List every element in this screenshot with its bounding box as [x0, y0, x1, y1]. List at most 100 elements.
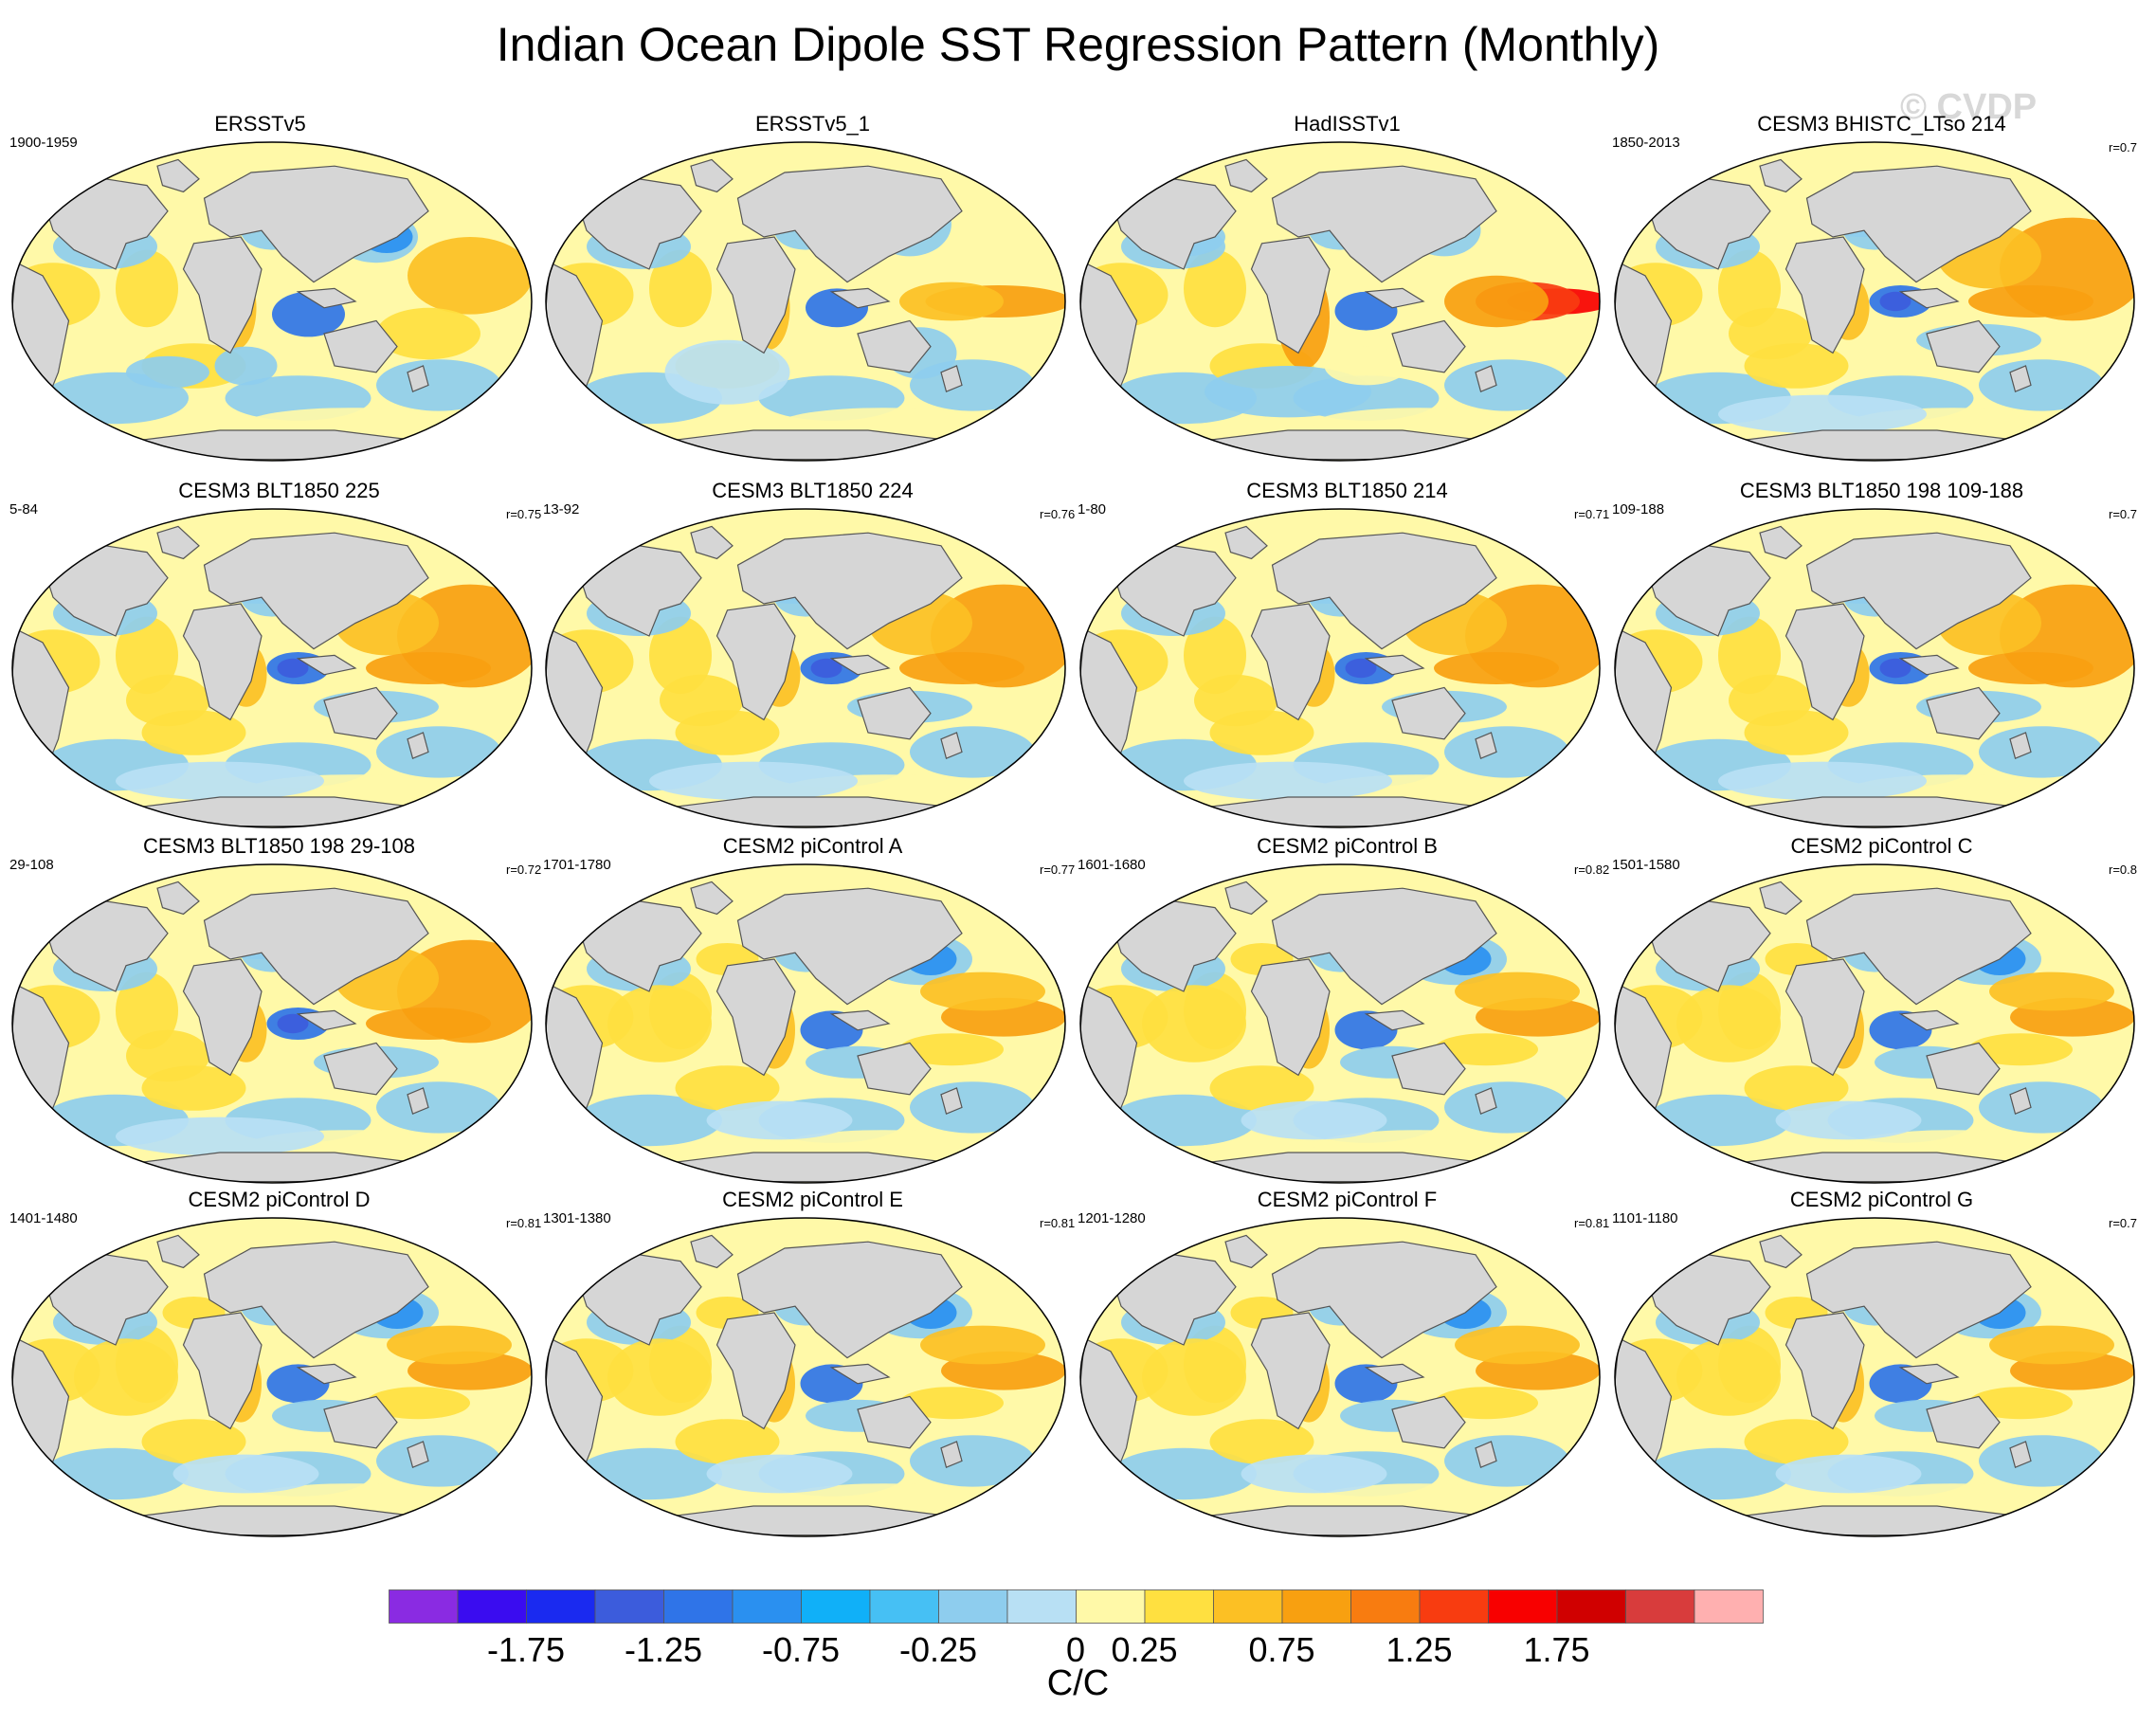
map-panel: CESM2 piControl F 1201-1280 r=0.81 [1078, 1188, 1615, 1540]
sst-map [11, 1217, 533, 1537]
colorbar-swatch [389, 1589, 459, 1624]
colorbar-tick-label: -0.75 [761, 1630, 841, 1669]
sst-map [545, 1217, 1066, 1537]
colorbar-swatch [1281, 1589, 1351, 1624]
panel-period: 1101-1180 [1612, 1210, 1678, 1226]
colorbar-swatch [1419, 1589, 1489, 1624]
panel-title: HadISSTv1 [1294, 112, 1401, 136]
colorbar-swatch [869, 1589, 939, 1624]
map-panel: CESM3 BHISTC_LTso 214 1850-2013 r=0.7 [1612, 112, 2149, 464]
sst-map [1614, 508, 2135, 828]
panel-correlation: r=0.71 [1574, 507, 1610, 521]
sst-map [545, 141, 1066, 462]
colorbar [389, 1589, 1764, 1624]
panel-correlation: r=0.8 [2109, 862, 2137, 877]
panel-title: CESM3 BLT1850 214 [1246, 479, 1448, 502]
panel-title: CESM2 piControl D [188, 1188, 371, 1211]
panel-title: CESM2 piControl B [1257, 834, 1438, 858]
sst-map [1614, 141, 2135, 462]
colorbar-swatch [1076, 1589, 1146, 1624]
panel-title: ERSSTv5_1 [754, 112, 871, 136]
panel-title: CESM3 BLT1850 224 [712, 479, 914, 502]
colorbar-tick-label: 0.75 [1248, 1630, 1315, 1669]
panel-period: 5-84 [9, 501, 39, 518]
panel-period: 1900-1959 [9, 135, 78, 151]
sst-map [545, 863, 1066, 1184]
panel-period: 29-108 [9, 857, 54, 873]
colorbar-tick-label: -1.75 [486, 1630, 566, 1669]
panel-title: ERSSTv5 [214, 112, 306, 136]
panel-title: CESM3 BHISTC_LTso 214 [1757, 112, 2006, 136]
colorbar-swatch [732, 1589, 802, 1624]
panel-title: CESM3 BLT1850 198 29-108 [143, 834, 415, 858]
map-panel: CESM3 BLT1850 214 1-80 r=0.71 [1078, 479, 1615, 831]
panel-period: 1301-1380 [543, 1210, 611, 1226]
panel-title: CESM2 piControl G [1789, 1188, 1974, 1211]
panel-period: 1601-1680 [1078, 857, 1146, 873]
sst-map [1614, 1217, 2135, 1537]
colorbar-swatch [1213, 1589, 1283, 1624]
panel-title: CESM2 piControl C [1790, 834, 1973, 858]
panel-period: 1850-2013 [1612, 135, 1680, 151]
map-panel: CESM3 BLT1850 198 29-108 29-108 r=0.72 [9, 834, 547, 1187]
map-panel: CESM2 piControl G 1101-1180 r=0.7 [1612, 1188, 2149, 1540]
colorbar-tick-label: 1.25 [1386, 1630, 1453, 1669]
panel-correlation: r=0.81 [1040, 1216, 1076, 1230]
map-panel: CESM3 BLT1850 224 13-92 r=0.76 [543, 479, 1080, 831]
map-panel: CESM3 BLT1850 225 5-84 r=0.75 [9, 479, 547, 831]
map-panel: HadISSTv1 [1079, 112, 1615, 464]
colorbar-tick-label: -0.25 [898, 1630, 978, 1669]
sst-map [11, 141, 533, 462]
colorbar-tick-label: -1.25 [624, 1630, 703, 1669]
sst-map [545, 508, 1066, 828]
panel-title: CESM2 piControl E [722, 1188, 903, 1211]
map-panel: CESM2 piControl D 1401-1480 r=0.81 [9, 1188, 547, 1540]
map-panel: CESM2 piControl E 1301-1380 r=0.81 [543, 1188, 1080, 1540]
colorbar-swatch [1350, 1589, 1421, 1624]
panel-period: 1-80 [1078, 501, 1107, 518]
figure-title: Indian Ocean Dipole SST Regression Patte… [496, 18, 1660, 71]
panel-correlation: r=0.77 [1040, 862, 1076, 877]
map-panel: ERSSTv5 1900-1959 [9, 112, 547, 464]
panel-title: CESM3 BLT1850 198 109-188 [1739, 479, 2024, 502]
panel-period: 1701-1780 [543, 857, 611, 873]
panel-period: 109-188 [1612, 501, 1665, 518]
colorbar-swatch [663, 1589, 734, 1624]
colorbar-swatch [457, 1589, 527, 1624]
panel-correlation: r=0.76 [1040, 507, 1076, 521]
panel-title: CESM2 piControl F [1257, 1188, 1438, 1211]
panel-correlation: r=0.81 [1574, 1216, 1610, 1230]
colorbar-tick-label: 0.25 [1111, 1630, 1178, 1669]
colorbar-swatch [1488, 1589, 1558, 1624]
colorbar-swatch [1006, 1589, 1077, 1624]
sst-map [1079, 863, 1601, 1184]
cvdp-watermark: © CVDP [1900, 87, 2038, 127]
panel-correlation: r=0.7 [2109, 507, 2137, 521]
map-panel: CESM2 piControl A 1701-1780 r=0.77 [543, 834, 1080, 1187]
panel-correlation: r=0.75 [506, 507, 542, 521]
colorbar-swatch [526, 1589, 596, 1624]
panel-correlation: r=0.7 [2109, 140, 2137, 154]
map-panel: CESM2 piControl B 1601-1680 r=0.82 [1078, 834, 1615, 1187]
colorbar-swatch [801, 1589, 871, 1624]
colorbar-units: C/C [1046, 1663, 1110, 1703]
colorbar-swatch [594, 1589, 664, 1624]
panel-correlation: r=0.81 [506, 1216, 542, 1230]
colorbar-swatch [938, 1589, 1008, 1624]
panel-period: 13-92 [543, 501, 580, 518]
sst-map [1614, 863, 2135, 1184]
panel-correlation: r=0.72 [506, 862, 542, 877]
sst-map [1079, 508, 1601, 828]
sst-map [1079, 141, 1601, 462]
panel-period: 1201-1280 [1078, 1210, 1146, 1226]
map-panel: CESM3 BLT1850 198 109-188 109-188 r=0.7 [1612, 479, 2149, 831]
colorbar-swatch [1625, 1589, 1695, 1624]
panel-correlation: r=0.82 [1574, 862, 1610, 877]
panel-period: 1501-1580 [1612, 857, 1680, 873]
map-panel: CESM2 piControl C 1501-1580 r=0.8 [1612, 834, 2149, 1187]
panel-title: CESM3 BLT1850 225 [178, 479, 380, 502]
colorbar-tick-label: 0 [1065, 1630, 1086, 1669]
panel-correlation: r=0.7 [2109, 1216, 2137, 1230]
panel-period: 1401-1480 [9, 1210, 78, 1226]
